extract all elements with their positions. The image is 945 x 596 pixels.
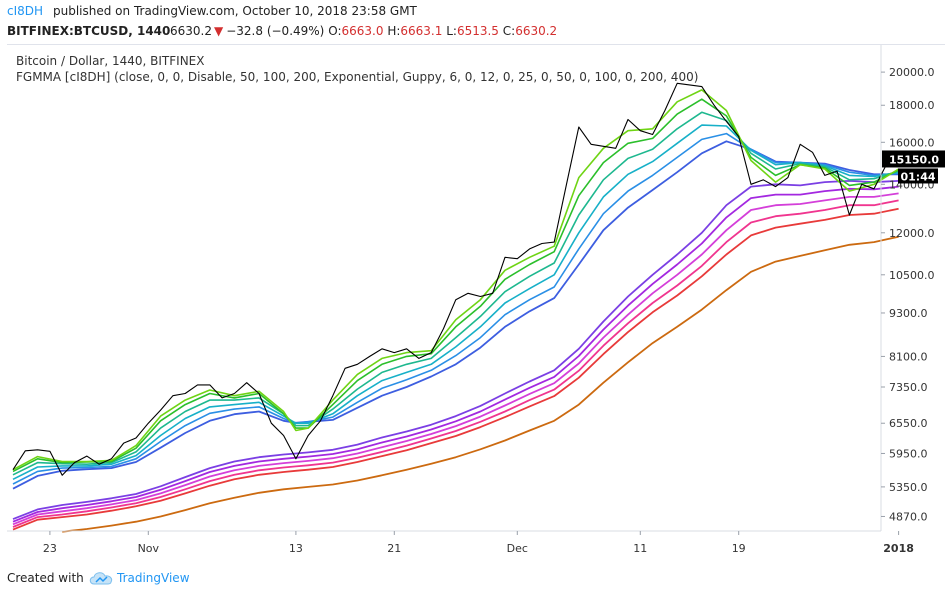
series-line <box>12 180 899 520</box>
series-line <box>12 192 899 526</box>
close-label: C: <box>502 24 516 38</box>
publish-header: cI8DH published on TradingView.com, Octo… <box>0 0 945 22</box>
series-line <box>12 124 899 481</box>
x-tick-label: 19 <box>732 542 746 555</box>
y-tick-label: 12000.0 <box>889 227 935 240</box>
x-tick-label: 23 <box>43 542 57 555</box>
tradingview-cloud-icon <box>89 572 113 585</box>
series-line <box>12 185 899 523</box>
countdown-badge-text: 01:44 <box>900 170 935 183</box>
author-link[interactable]: cI8DH <box>7 4 44 18</box>
x-tick-label: 13 <box>289 542 303 555</box>
chart-series <box>12 82 900 533</box>
low-label: L: <box>446 24 457 38</box>
ohlc-values: 6630.2 ▼ −32.8 (−0.49%) O:6663.0 H:6663.1 … <box>170 21 557 41</box>
low-value: 6513.5 <box>456 24 499 38</box>
series-line <box>62 235 899 533</box>
close-value: 6630.2 <box>515 24 558 38</box>
y-tick-label: 5350.0 <box>889 481 928 494</box>
x-tick-label: 11 <box>633 542 647 555</box>
series-line <box>12 199 899 528</box>
series-line <box>12 82 899 476</box>
y-tick-label: 8100.0 <box>889 350 928 363</box>
y-tick-label: 18000.0 <box>889 99 935 112</box>
tradingview-link[interactable]: TradingView <box>117 571 190 585</box>
price-change: −32.8 (−0.49%) <box>226 24 325 38</box>
last-price-badge <box>882 150 945 168</box>
x-tick-label: 2018 <box>883 542 914 555</box>
series-line <box>12 89 900 471</box>
open-value: 6663.0 <box>341 24 384 38</box>
indicator-legend: FGMMA [cI8DH] (close, 0, 0, Disable, 50,… <box>16 70 699 84</box>
y-tick-label: 6550.0 <box>889 417 928 430</box>
y-tick-label: 9300.0 <box>889 307 928 320</box>
last-price: 6630.2 <box>170 24 212 38</box>
series-line <box>12 207 899 531</box>
series-title: Bitcoin / Dollar, 1440, BITFINEX <box>16 54 205 68</box>
y-tick-label: 20000.0 <box>889 66 935 79</box>
y-tick-label: 7350.0 <box>889 381 928 394</box>
y-tick-label: 5950.0 <box>889 447 928 460</box>
high-value: 6663.1 <box>400 24 443 38</box>
x-tick-label: Nov <box>138 542 160 555</box>
open-label: O: <box>328 24 342 38</box>
created-with-label: Created with <box>7 571 84 585</box>
x-tick-label: 21 <box>387 542 401 555</box>
high-label: H: <box>387 24 401 38</box>
publish-info: published on TradingView.com, October 10… <box>53 4 417 18</box>
ticker-bar: BITFINEX:BTCUSD, 1440 6630.2 ▼ −32.8 (−0.4… <box>0 21 945 41</box>
series-line <box>12 111 899 476</box>
countdown-badge <box>898 168 938 184</box>
chart-axes: 20000.018000.016000.014000.012000.010500… <box>7 45 945 555</box>
footer: Created with TradingView <box>0 566 945 596</box>
y-tick-label: 16000.0 <box>889 136 935 149</box>
x-tick-label: Dec <box>507 542 528 555</box>
price-chart[interactable]: 20000.018000.016000.014000.012000.010500… <box>7 45 945 563</box>
y-tick-label: 4870.0 <box>889 510 928 523</box>
down-triangle-icon: ▼ <box>214 24 224 38</box>
last-price-badge-text: 15150.0 <box>889 153 939 166</box>
y-tick-label: 10500.0 <box>889 269 935 282</box>
chart-area[interactable]: 20000.0 18000.0 16000.0 14000.0 12000.0 10500… <box>7 44 945 563</box>
symbol-label: BITFINEX:BTCUSD, 1440 <box>7 24 171 38</box>
